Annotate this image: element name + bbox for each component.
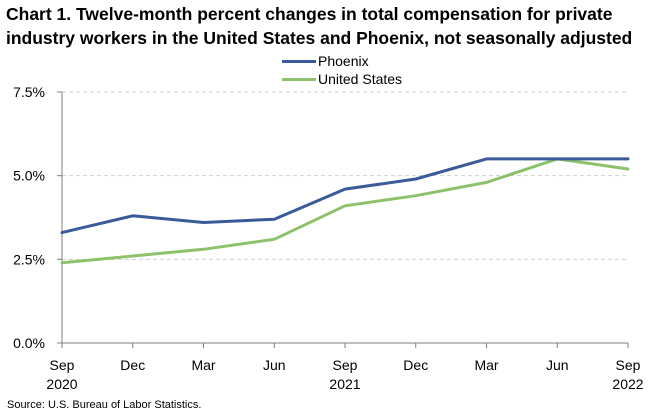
y-tick-label: 2.5% bbox=[13, 251, 45, 267]
legend-item-united-states: United States bbox=[282, 70, 402, 88]
legend-label-united-states: United States bbox=[318, 71, 403, 87]
chart-title: Chart 1. Twelve-month percent changes in… bbox=[6, 2, 666, 50]
x-year-label: 2020 bbox=[46, 376, 77, 392]
x-tick-label: Sep bbox=[616, 357, 641, 373]
x-axis-ticks: Sep 2020 Dec Mar Jun Sep 2021 Dec Mar Jun Sep 2022 bbox=[46, 343, 644, 392]
y-tick-label: 0.0% bbox=[13, 335, 45, 351]
x-tick-label: Jun bbox=[263, 357, 286, 373]
y-tick-label: 7.5% bbox=[13, 84, 45, 100]
x-tick-label: Sep bbox=[333, 357, 358, 373]
x-tick-label: Mar bbox=[191, 357, 215, 373]
x-tick-label: Dec bbox=[403, 357, 428, 373]
grid bbox=[62, 91, 628, 260]
series bbox=[60, 157, 630, 265]
legend-item-phoenix: Phoenix bbox=[282, 52, 402, 70]
x-tick-label: Mar bbox=[474, 357, 498, 373]
x-tick-label: Jun bbox=[546, 357, 569, 373]
x-tick-label: Sep bbox=[50, 357, 75, 373]
legend: Phoenix United States bbox=[282, 52, 402, 88]
x-year-label: 2022 bbox=[612, 376, 643, 392]
legend-swatch-united-states bbox=[282, 77, 316, 81]
chart-title-line-1: Chart 1. Twelve-month percent changes in… bbox=[6, 4, 613, 24]
legend-label-phoenix: Phoenix bbox=[318, 53, 369, 69]
source-note: Source: U.S. Bureau of Labor Statistics. bbox=[7, 399, 202, 411]
chart-title-line-2: industry workers in the United States an… bbox=[6, 28, 633, 48]
x-year-label: 2021 bbox=[329, 376, 360, 392]
y-tick-label: 5.0% bbox=[13, 168, 45, 184]
x-tick-label: Dec bbox=[120, 357, 145, 373]
series-line-phoenix bbox=[60, 157, 630, 235]
legend-swatch-phoenix bbox=[282, 59, 316, 63]
y-axis-ticks: 7.5% 5.0% 2.5% 0.0% bbox=[13, 84, 62, 351]
series-line-united-states bbox=[60, 157, 630, 265]
